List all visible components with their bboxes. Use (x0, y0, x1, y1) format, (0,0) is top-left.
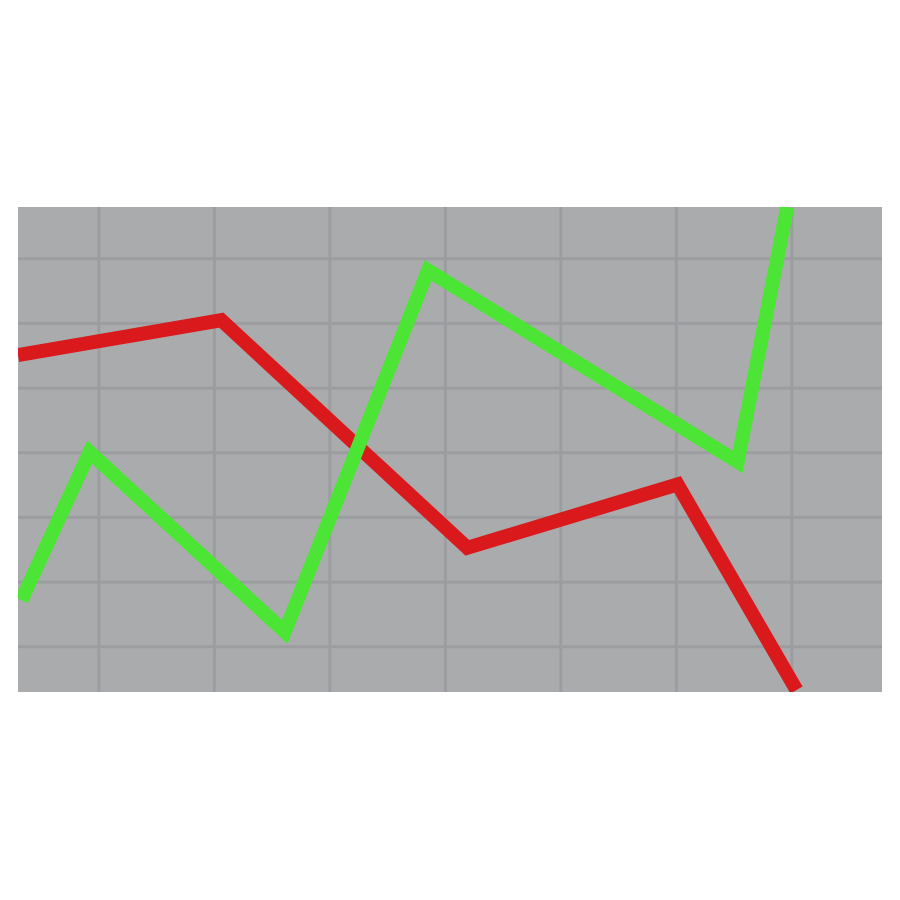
line-series (18, 312, 803, 692)
line-series (18, 207, 795, 644)
plot-area (18, 207, 803, 692)
